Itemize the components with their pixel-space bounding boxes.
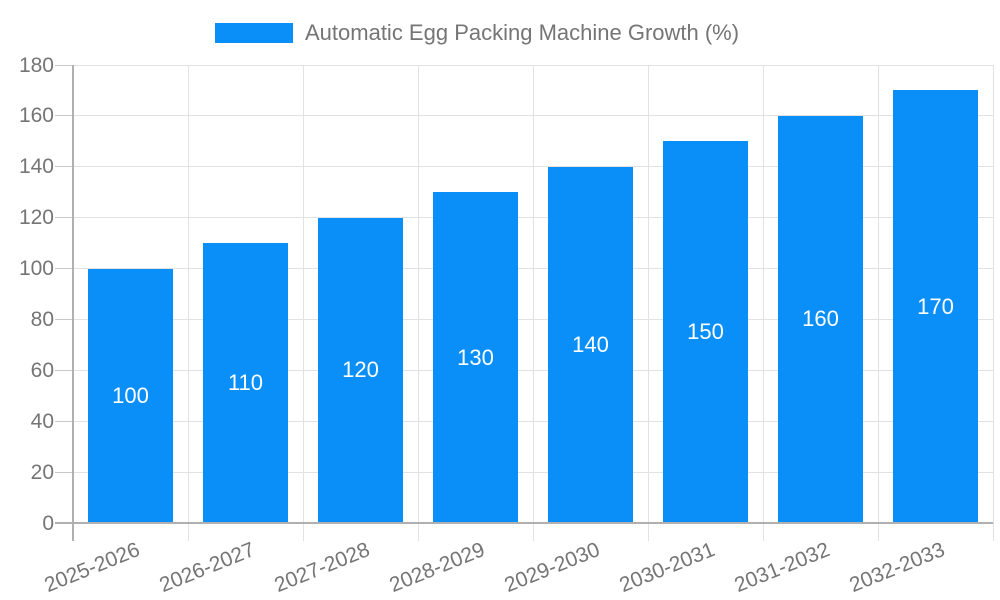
bar[interactable]: 100 [88, 268, 173, 523]
y-tick-label: 80 [30, 307, 54, 331]
bar-value-label: 150 [687, 319, 724, 345]
y-tick [55, 64, 73, 66]
x-tick-label: 2028-2029 [386, 538, 489, 597]
bar[interactable]: 120 [318, 217, 403, 523]
x-tick-label: 2026-2027 [156, 538, 259, 597]
bar-value-label: 110 [227, 370, 264, 396]
x-tick-label: 2025-2026 [41, 538, 144, 597]
bar[interactable]: 140 [548, 166, 633, 523]
x-axis-line [55, 522, 993, 524]
gridline-v [647, 65, 649, 541]
gridline-v [187, 65, 189, 541]
y-axis-line [72, 65, 74, 541]
y-tick-label: 160 [18, 104, 54, 128]
x-tick-label: 2032-2033 [846, 538, 949, 597]
gridline-v [992, 65, 994, 541]
bar-value-label: 120 [342, 357, 379, 383]
x-tick-label: 2031-2032 [731, 538, 834, 597]
gridline-v [532, 65, 534, 541]
gridline-v [302, 65, 304, 541]
y-tick-label: 0 [42, 511, 54, 535]
y-tick-label: 180 [18, 53, 54, 77]
y-tick-label: 120 [18, 206, 54, 230]
y-tick-label: 60 [30, 358, 54, 382]
y-tick [55, 268, 73, 270]
gridline-v [762, 65, 764, 541]
bar[interactable]: 110 [203, 243, 288, 523]
x-tick-label: 2029-2030 [501, 538, 604, 597]
bar-value-label: 160 [802, 306, 839, 332]
bar[interactable]: 160 [778, 115, 863, 523]
legend-swatch[interactable] [215, 23, 293, 43]
bar[interactable]: 130 [433, 192, 518, 523]
y-tick-label: 140 [18, 155, 54, 179]
chart-legend[interactable]: Automatic Egg Packing Machine Growth (%) [215, 20, 740, 45]
y-tick-label: 20 [30, 460, 54, 484]
bar-value-label: 130 [457, 344, 494, 370]
bar[interactable]: 170 [893, 90, 978, 523]
y-tick [55, 166, 73, 168]
y-tick [55, 318, 73, 320]
gridline-v [877, 65, 879, 541]
y-tick-label: 40 [30, 409, 54, 433]
y-tick [55, 115, 73, 117]
bar[interactable]: 150 [663, 141, 748, 523]
bar-value-label: 140 [572, 331, 609, 357]
x-tick-label: 2027-2028 [271, 538, 374, 597]
y-tick [55, 217, 73, 219]
bar-value-label: 100 [112, 382, 149, 408]
y-tick-label: 100 [18, 257, 54, 281]
y-tick [55, 471, 73, 473]
gridline-v [417, 65, 419, 541]
legend-label: Automatic Egg Packing Machine Growth (%) [305, 20, 740, 45]
y-tick [55, 420, 73, 422]
bar-value-label: 170 [917, 293, 954, 319]
x-tick-label: 2030-2031 [616, 538, 719, 597]
y-tick [55, 369, 73, 371]
